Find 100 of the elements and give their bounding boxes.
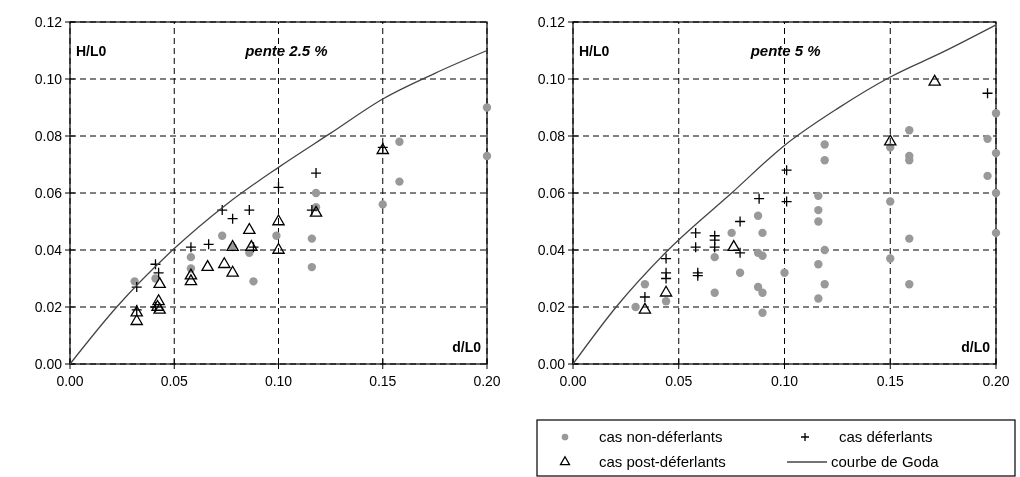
point [395, 177, 404, 186]
point [928, 74, 941, 86]
point [631, 302, 640, 312]
point [690, 227, 702, 239]
point [780, 195, 793, 208]
x-tick-label: 0.00 [56, 373, 84, 389]
point [149, 258, 162, 270]
point [201, 259, 214, 271]
point [734, 215, 746, 228]
legend-label: cas déferlants [839, 428, 933, 446]
point [216, 204, 228, 216]
x-tick-label: 0.00 [559, 373, 587, 389]
point [886, 254, 895, 263]
y-tick-label: 0.04 [537, 241, 566, 258]
point [814, 217, 823, 226]
point [153, 277, 166, 289]
point [185, 241, 197, 253]
point [758, 288, 767, 297]
y-tick-label: 0.08 [34, 127, 63, 144]
point [482, 151, 492, 161]
point [820, 156, 829, 165]
y-axis-title: H/L0 [76, 43, 107, 59]
point [395, 137, 404, 146]
point [130, 277, 139, 286]
y-tick-label: 0.02 [34, 298, 63, 315]
point [983, 171, 992, 181]
x-tick-label: 0.10 [264, 373, 293, 389]
point [814, 205, 823, 215]
point [482, 103, 492, 112]
point [886, 197, 895, 206]
y-tick-label: 0.00 [537, 355, 566, 372]
point [727, 228, 736, 238]
point [780, 268, 789, 277]
point [905, 280, 914, 289]
point [661, 297, 671, 306]
x-tick-label: 0.05 [160, 373, 189, 389]
point [152, 294, 165, 306]
point [734, 247, 746, 259]
point [309, 205, 323, 217]
point [639, 291, 651, 303]
y-axis-title: H/L0 [579, 43, 610, 59]
point [184, 274, 198, 286]
point [709, 241, 721, 253]
point [758, 251, 767, 260]
point [905, 126, 914, 135]
legend-label: cas post-déferlants [599, 453, 726, 471]
point [991, 148, 1001, 158]
point [243, 222, 256, 234]
x-tick-label: 0.10 [770, 373, 799, 389]
point [883, 134, 897, 146]
point [991, 109, 1001, 118]
point [820, 280, 829, 289]
x-axis-title: d/L0 [452, 339, 482, 355]
point [272, 231, 281, 240]
point [820, 140, 829, 149]
point [905, 234, 914, 243]
point [152, 267, 165, 279]
y-tick-label: 0.10 [537, 70, 566, 87]
x-tick-label: 0.20 [473, 373, 501, 389]
point [249, 277, 258, 286]
point [981, 87, 994, 99]
point [758, 308, 767, 317]
point [735, 268, 745, 277]
x-tick-label: 0.05 [665, 373, 693, 389]
y-tick-label: 0.04 [34, 241, 63, 258]
point [272, 242, 285, 254]
point [991, 228, 1001, 238]
point [690, 241, 702, 253]
x-tick-label: 0.15 [369, 373, 397, 389]
y-tick-label: 0.02 [537, 298, 566, 315]
point [660, 272, 672, 285]
y-tick-label: 0.12 [537, 13, 566, 30]
point [218, 231, 227, 240]
point [130, 314, 144, 326]
y-tick-label: 0.12 [34, 13, 63, 30]
point [983, 134, 992, 144]
point [814, 294, 823, 303]
point [638, 302, 652, 314]
point [640, 280, 650, 289]
y-tick-label: 0.06 [34, 184, 63, 201]
text: pente 5 % [749, 42, 821, 59]
legend-label: courbe de Goda [831, 453, 940, 471]
point [780, 164, 793, 176]
point [310, 167, 322, 179]
point [272, 214, 285, 226]
y-tick-label: 0.00 [34, 355, 63, 372]
point [727, 239, 741, 252]
x-tick-label: 0.20 [982, 373, 1010, 389]
point [753, 282, 763, 292]
point [814, 260, 823, 269]
x-axis-title: d/L0 [961, 339, 991, 355]
point [226, 265, 239, 277]
point [659, 285, 673, 297]
point [758, 228, 767, 238]
point [753, 193, 765, 205]
point [311, 188, 321, 198]
y-tick-label: 0.08 [537, 127, 566, 144]
point [203, 238, 215, 250]
point [186, 252, 196, 262]
point [905, 156, 914, 165]
